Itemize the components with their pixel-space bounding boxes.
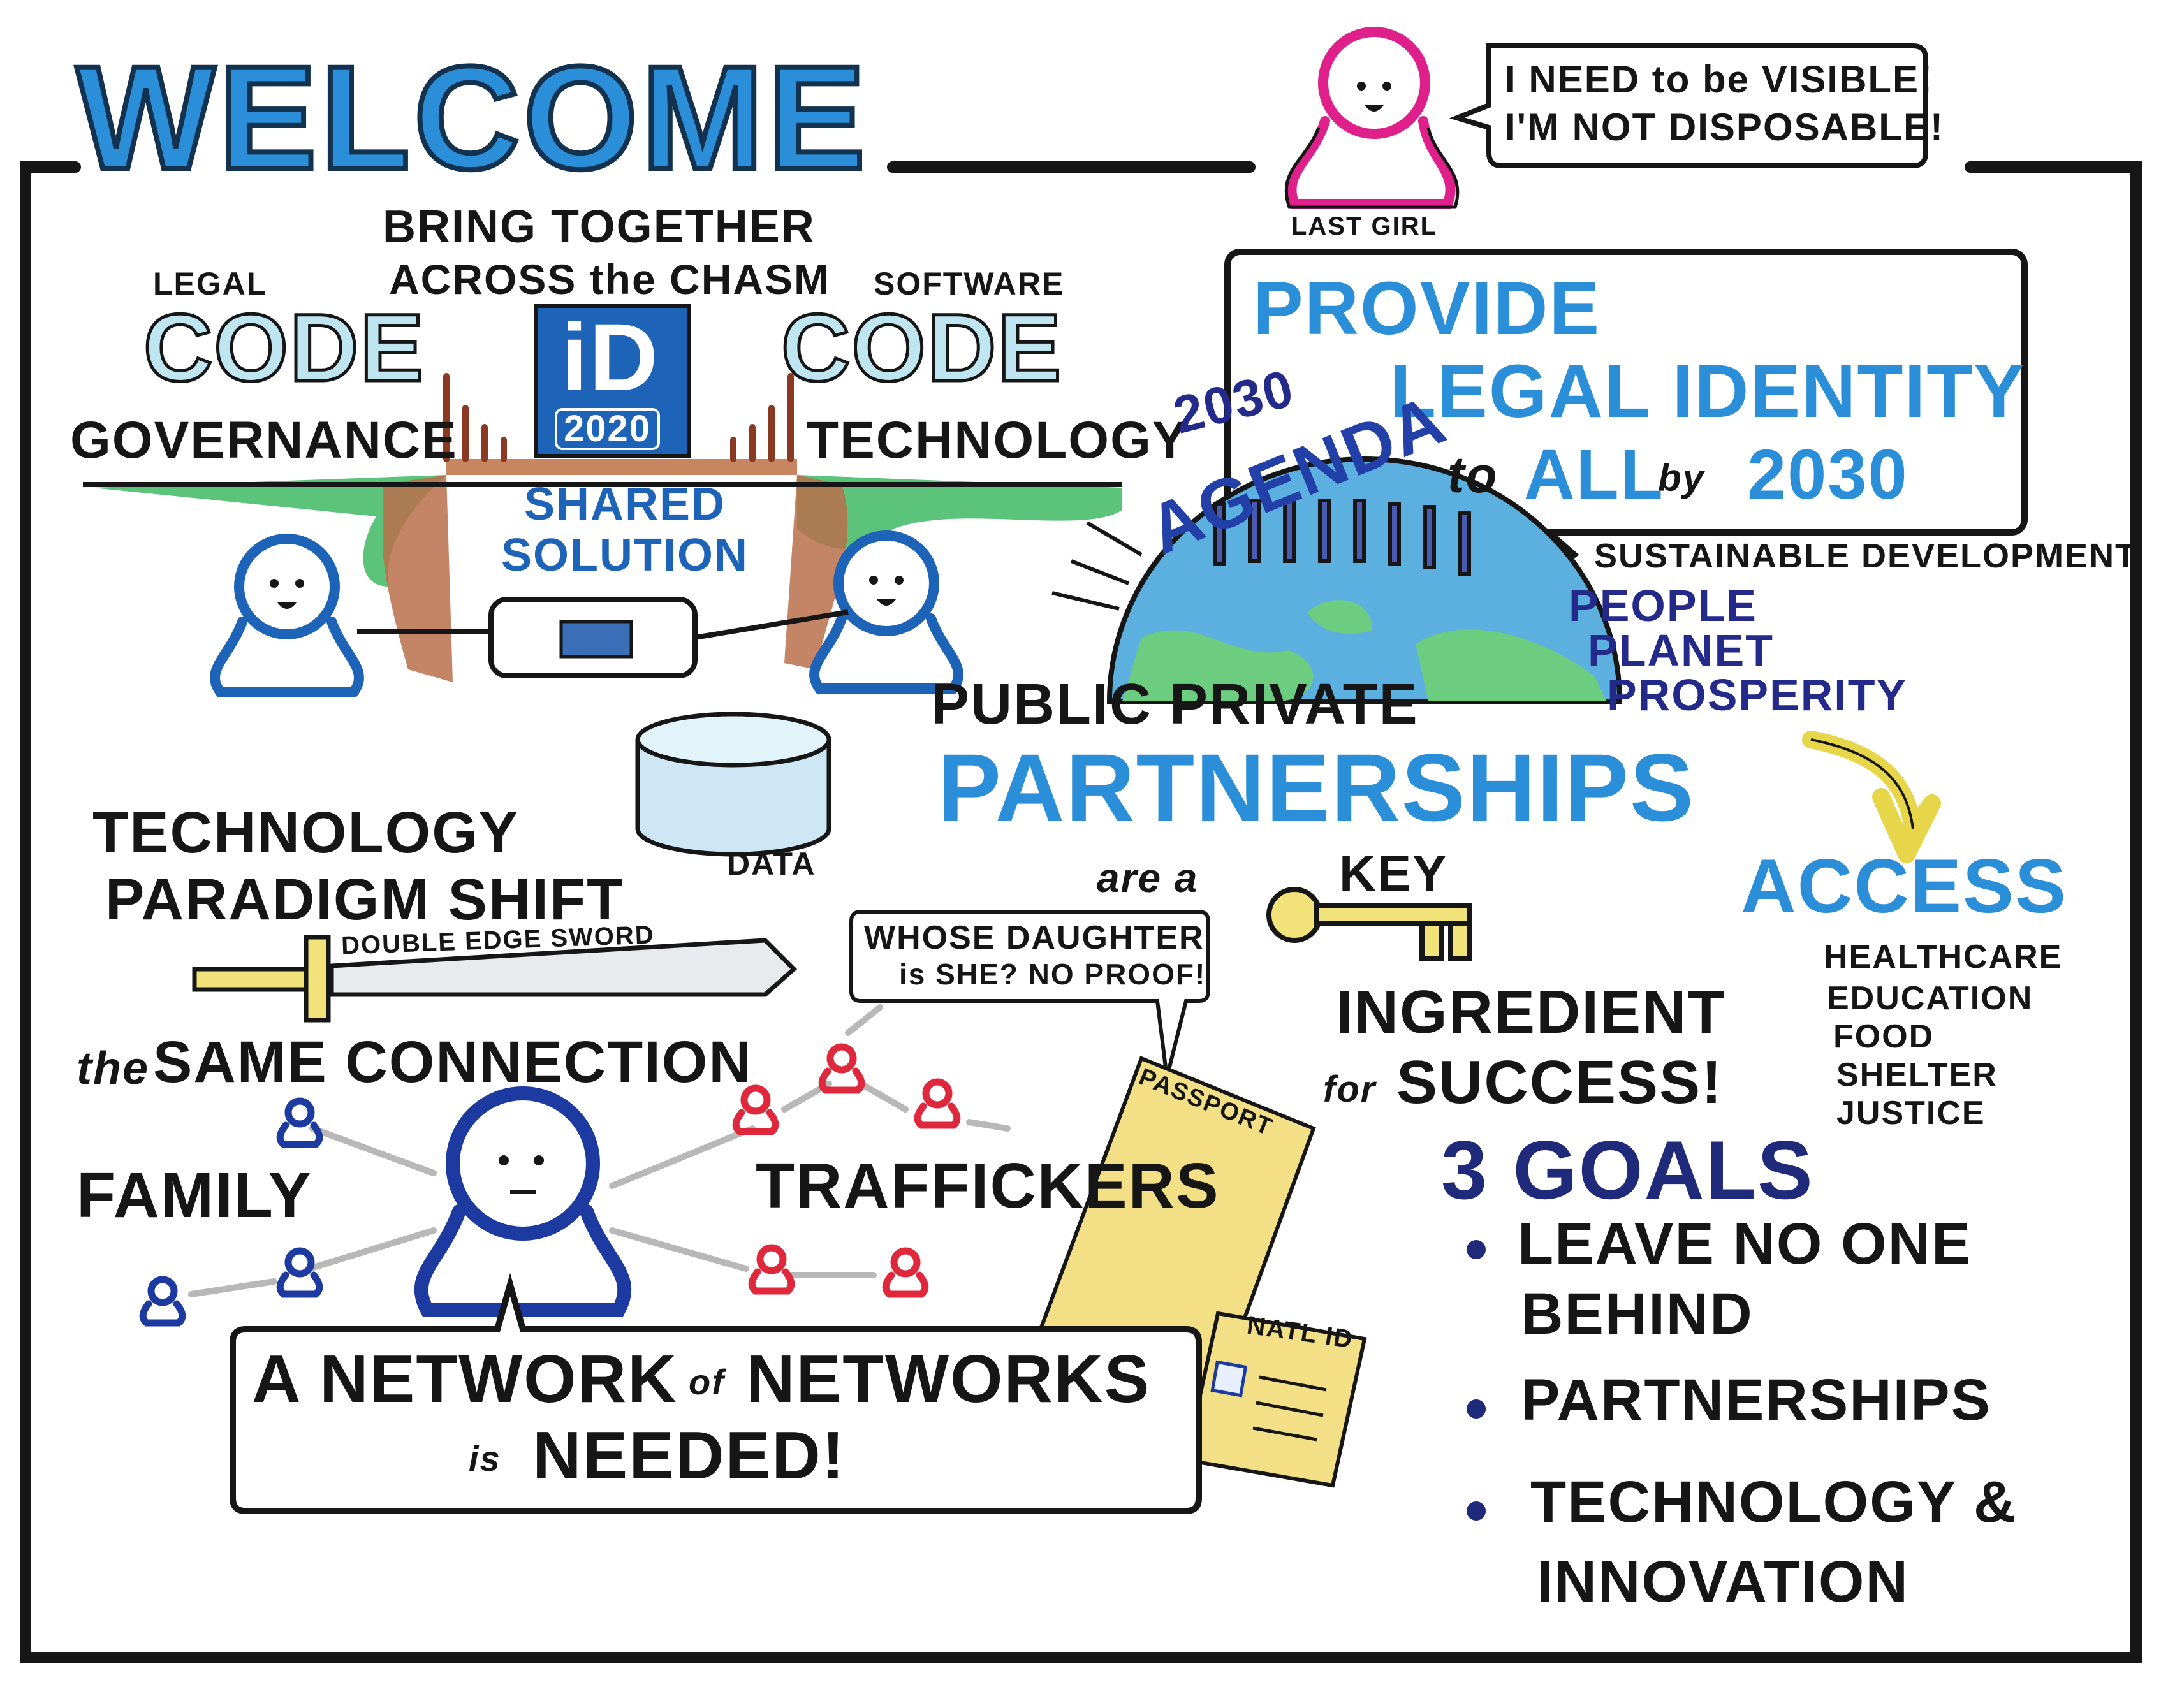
goal-bullet-1 [1467,1240,1486,1259]
bridge-cables [443,373,794,462]
the-label: the [77,1043,149,1094]
last-girl-label: LAST GIRL [1291,212,1438,240]
access-arrow-outline [1810,738,1914,829]
last-girl-figure [1286,27,1456,209]
key-label: KEY [1339,845,1448,901]
family-label: FAMILY [77,1160,312,1231]
banner-is: is [469,1438,501,1478]
goal-3-line-1: TECHNOLOGY & [1530,1470,2018,1535]
key-icon [1266,887,1472,961]
goal-2-line-1: PARTNERSHIPS [1521,1368,1991,1433]
central-person-face [499,1155,544,1194]
sword-icon [192,935,798,1023]
person-left-face [270,579,304,609]
speech-bubble [1449,43,1928,168]
network-lines [188,1004,1011,1297]
access-justice: JUSTICE [1836,1095,1986,1132]
technology-label: TECHNOLOGY [807,411,1189,469]
tech-shift-line-1: TECHNOLOGY [92,800,520,865]
banner-network-1: A NETWORK [252,1341,678,1417]
speech-line-2: I'M NOT DISPOSABLE! [1505,106,1944,149]
banner-network-2: NETWORKS [746,1341,1151,1417]
provide-box [1224,249,2028,536]
globe-people [1213,499,1471,576]
access-food: FOOD [1833,1018,1935,1055]
provide-by: by [1658,456,1706,499]
page-frame [20,161,2142,1663]
tech-shift-line-2: PARADIGM SHIFT [105,867,624,932]
goal-bullet-3 [1467,1501,1486,1521]
access-shelter: SHELTER [1836,1056,1998,1093]
data-label: DATA [727,846,816,882]
person-right [809,530,963,694]
legal-code: CODE [142,294,425,401]
same-connection: SAME CONNECTION [153,1030,752,1095]
pillar-prosperity: PROSPERITY [1607,670,1908,720]
access-education: EDUCATION [1827,980,2033,1017]
callout-line-2: is SHE? NO PROOF! [899,958,1206,991]
goal-3-line-2: INNOVATION [1537,1549,1909,1614]
access-title: ACCESS [1741,843,2068,929]
shared-solution-1: SHARED [524,479,726,530]
governance-label: GOVERNANCE [70,411,458,469]
provide-line-2: LEGAL IDENTITY [1390,349,2026,434]
goal-1-line-1: LEAVE NO ONE [1518,1211,1972,1276]
are-a: are a [1097,855,1199,901]
last-girl-outline [1284,127,1460,209]
goal-1-line-2: BEHIND [1521,1281,1754,1347]
shared-solution-2: SOLUTION [501,530,749,581]
goals-title: 3 GOALS [1441,1123,1814,1216]
ingredient-label: INGREDIENT [1336,978,1727,1046]
shared-solution-connector [357,597,849,678]
bridge-heading-2: ACROSS the CHASM [389,256,831,303]
banner-needed: NEEDED! [532,1418,846,1493]
welcome-title: WELCOME [74,36,869,200]
sustainable-development: SUSTAINABLE DEVELOPMENT [1594,537,2138,575]
provide-line-1: PROVIDE [1253,266,1601,351]
traffickers-label: TRAFFICKERS [756,1150,1220,1222]
daughter-callout [849,910,1210,1078]
data-cylinder [635,712,831,857]
family-icons [139,1097,323,1327]
banner-of: of [689,1362,725,1402]
bridge-heading-1: BRING TOGETHER [383,201,816,252]
provide-to: to [1447,446,1498,503]
pillar-people: PEOPLE [1569,581,1757,631]
central-person [414,1086,632,1317]
provide-all: ALL [1524,435,1664,514]
for-label: for [1323,1069,1377,1110]
agenda-globe [1106,456,1623,704]
natl-id-card [1183,1311,1367,1488]
access-arrow [1802,731,1941,863]
access-healthcare: HEALTHCARE [1824,938,2063,975]
speech-line-1: I NEED to be VISIBLE! [1505,58,1934,101]
person-right-face [869,576,904,606]
provide-year: 2030 [1747,435,1908,514]
callout-line-1: WHOSE DAUGHTER [864,919,1205,956]
success-label: SUCCESS! [1396,1048,1724,1116]
goal-bullet-2 [1467,1399,1486,1419]
trafficker-icons [732,1043,961,1298]
logo-letters: iD [561,303,659,411]
network-banner-box [230,1273,1202,1514]
globe-people-side [1051,521,1143,611]
software-label: SOFTWARE [874,266,1065,302]
software-code: CODE [779,294,1063,401]
person-left [210,534,364,697]
ppp-line-2: PARTNERSHIPS [937,734,1696,841]
pillar-planet: PLANET [1588,625,1774,675]
id2020-logo [534,304,691,458]
last-girl-face [1357,82,1391,112]
legal-label: LEGAL [153,266,268,302]
logo-year: 2020 [555,408,661,450]
ppp-line-1: PUBLIC PRIVATE [931,673,1419,736]
